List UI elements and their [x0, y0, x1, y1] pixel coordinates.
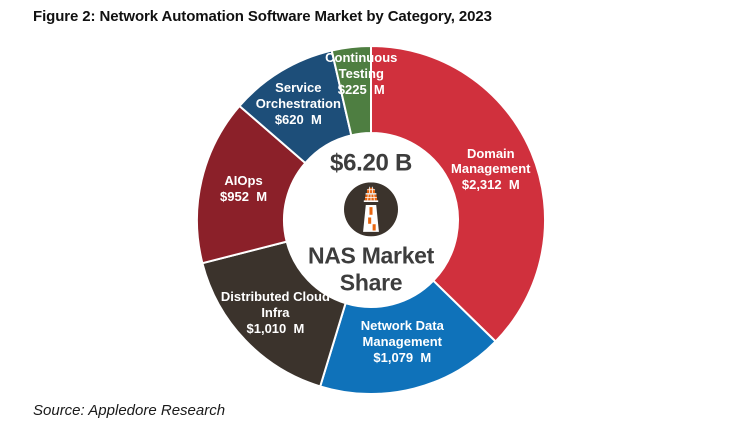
segment-aiops	[195, 105, 307, 265]
segment-network-data-management	[319, 279, 497, 395]
donut-chart	[195, 45, 546, 395]
figure-title: Figure 2: Network Automation Software Ma…	[33, 8, 492, 25]
source-note: Source: Appledore Research	[33, 402, 226, 419]
segment-continuous-testing	[330, 45, 372, 137]
segment-domain-management	[370, 45, 546, 343]
segment-distributed-cloud-infra	[201, 240, 347, 388]
